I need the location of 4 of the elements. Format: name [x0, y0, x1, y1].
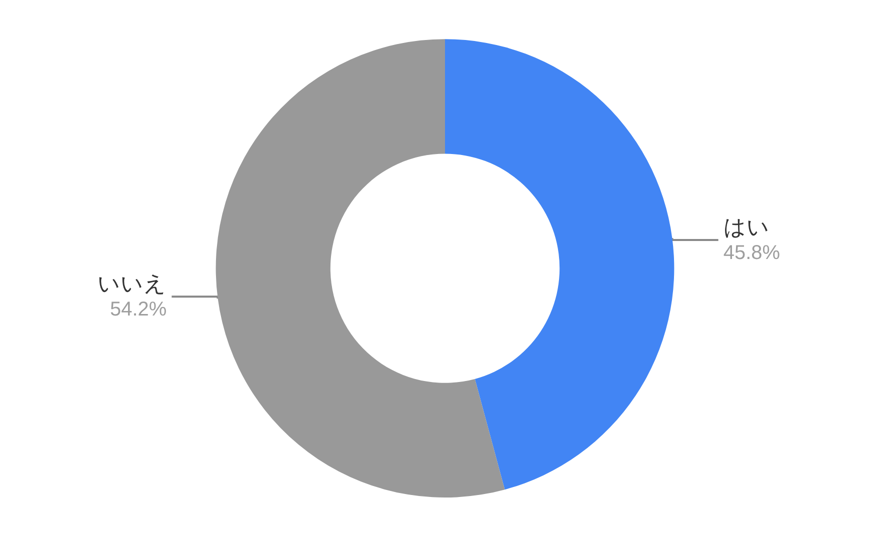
data-label: 54.2% — [110, 298, 167, 321]
slice-label: はい — [723, 216, 770, 241]
slice-label: いいえ — [98, 272, 167, 298]
data-label: 45.8% — [723, 242, 780, 264]
